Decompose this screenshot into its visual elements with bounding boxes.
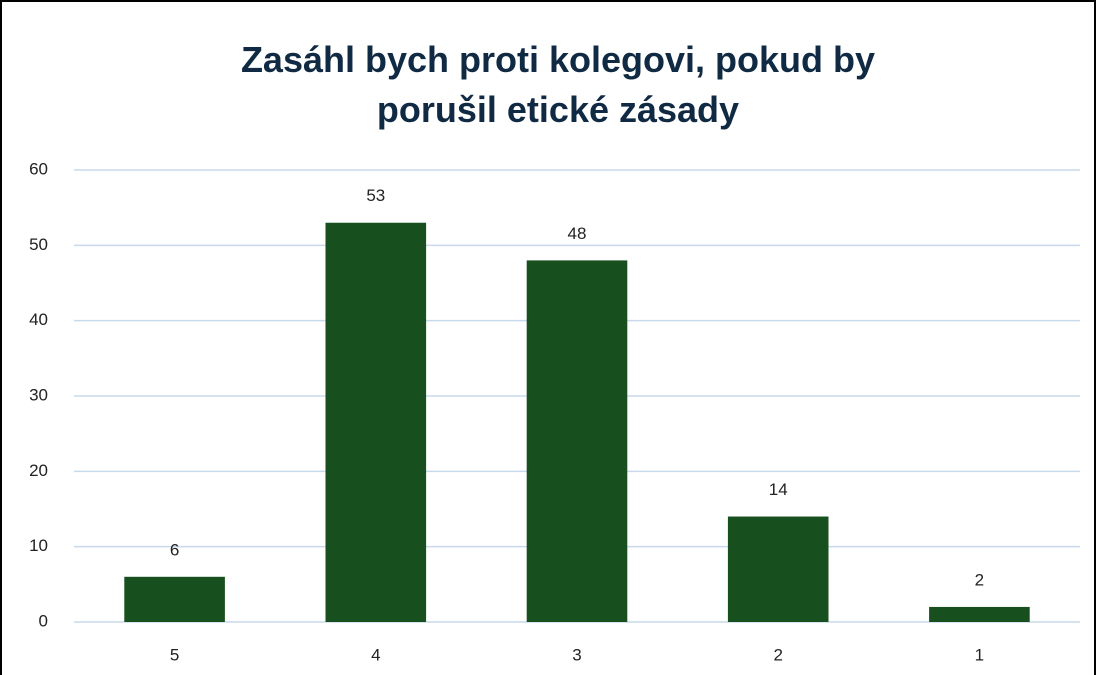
- x-tick-label: 5: [170, 645, 179, 664]
- bar: [727, 516, 829, 622]
- data-label: 2: [975, 570, 984, 589]
- y-tick-label: 40: [29, 310, 48, 329]
- y-tick-label: 20: [29, 461, 48, 480]
- bar: [929, 606, 1030, 622]
- y-tick-label: 50: [29, 235, 48, 254]
- x-tick-label: 2: [773, 645, 782, 664]
- y-tick-label: 30: [29, 385, 48, 404]
- x-tick-label: 3: [572, 645, 581, 664]
- bar: [124, 576, 225, 622]
- data-label: 48: [568, 224, 587, 243]
- data-label: 6: [170, 540, 179, 559]
- y-tick-label: 0: [39, 611, 48, 630]
- x-tick-label: 1: [975, 645, 984, 664]
- data-label: 14: [769, 480, 788, 499]
- chart-title: Zasáhl bych proti kolegovi, pokud by poru…: [241, 39, 875, 130]
- y-tick-label: 10: [29, 536, 48, 555]
- bar: [526, 260, 628, 622]
- y-tick-label: 60: [29, 159, 48, 178]
- x-tick-label: 4: [371, 645, 380, 664]
- bar: [325, 222, 427, 622]
- data-label: 53: [366, 186, 385, 205]
